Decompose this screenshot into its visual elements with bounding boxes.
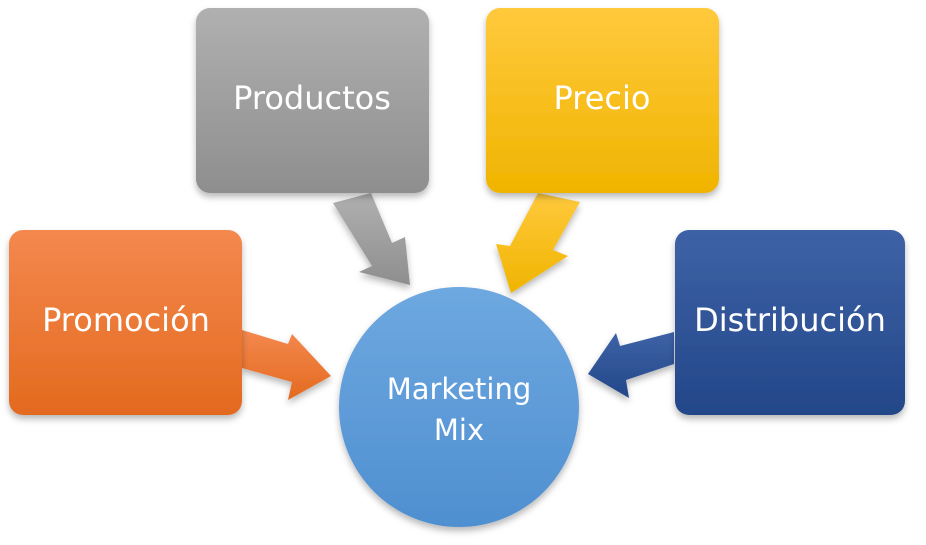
- node-productos-box: [196, 8, 429, 193]
- node-precio-label: Precio: [554, 79, 651, 117]
- node-promocion-label: Promoción: [42, 301, 210, 339]
- arrow-distribucion-to-center: [588, 332, 674, 398]
- node-promocion: Promoción: [9, 230, 242, 415]
- node-distribucion-box: [675, 230, 905, 415]
- arrow-precio-to-center: [496, 193, 580, 293]
- node-precio: Precio: [486, 8, 719, 193]
- center-hub-label-line1: Marketing: [387, 372, 532, 406]
- node-promocion-box: [9, 230, 242, 415]
- node-productos-label: Productos: [233, 79, 391, 117]
- node-distribucion: Distribución: [675, 230, 905, 415]
- center-hub-label-line2: Mix: [434, 413, 484, 447]
- center-hub-circle: [339, 287, 579, 527]
- arrow-productos-to-center: [333, 193, 410, 285]
- center-hub: Marketing Mix: [339, 287, 579, 527]
- node-precio-box: [486, 8, 719, 193]
- node-productos: Productos: [196, 8, 429, 193]
- node-distribucion-label: Distribución: [694, 301, 886, 339]
- arrow-promocion-to-center: [242, 330, 331, 400]
